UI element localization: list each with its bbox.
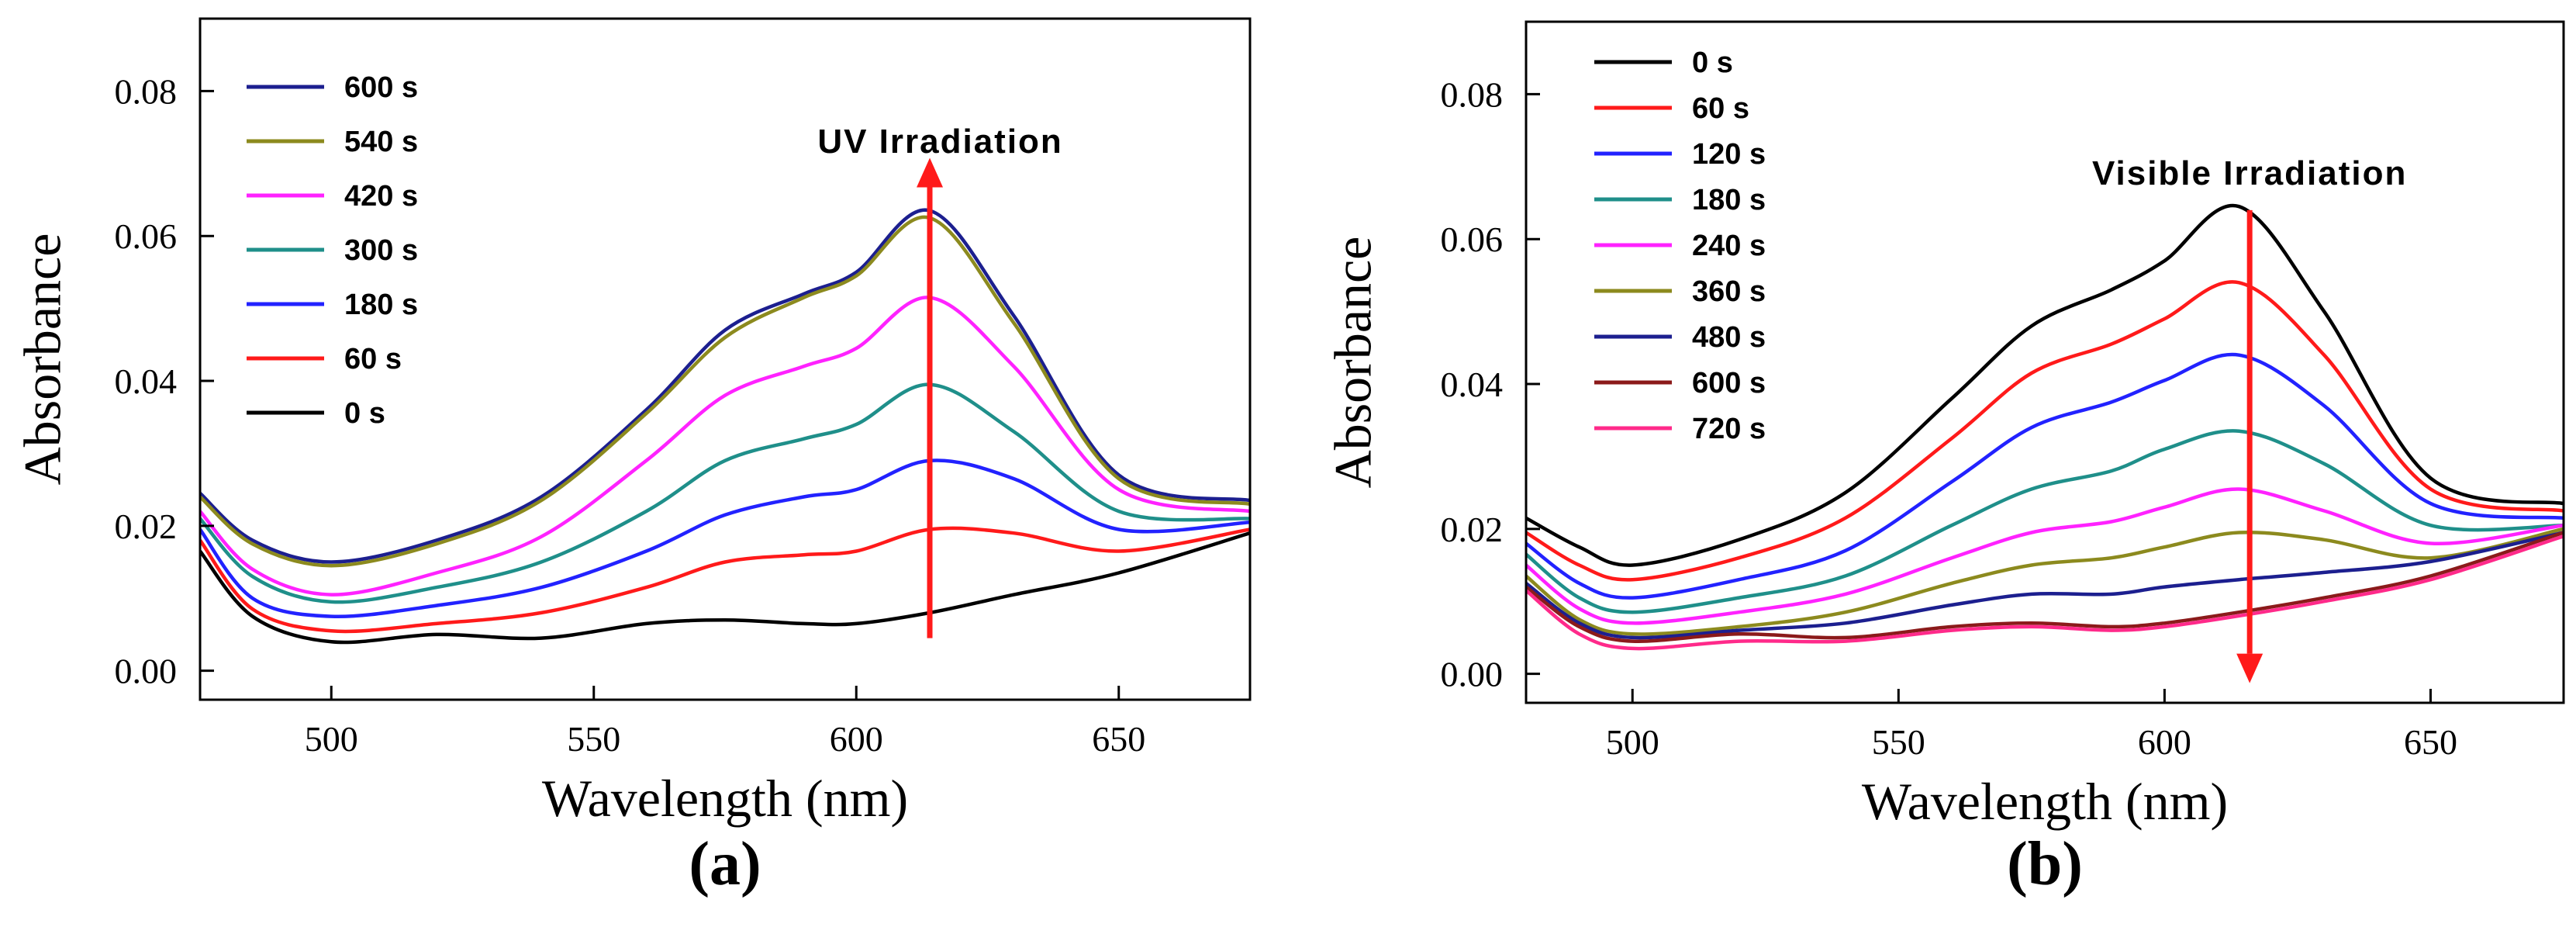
series-line-720s — [1526, 534, 2564, 651]
series-line-180s — [200, 458, 1250, 619]
y-tick-label: 0.02 — [1441, 510, 1504, 549]
y-tick-label: 0.00 — [1441, 655, 1504, 694]
legend-label: 180 s — [1692, 184, 1766, 216]
legend-label: 120 s — [1692, 138, 1766, 171]
panel-label: (a) — [689, 830, 761, 898]
x-tick-label: 650 — [1092, 719, 1145, 759]
y-tick-label: 0.08 — [1441, 74, 1504, 114]
series-line-0s — [1526, 203, 2564, 567]
y-tick-label: 0.06 — [1441, 220, 1504, 259]
legend-label: 0 s — [344, 397, 385, 430]
series-line-60s — [200, 526, 1250, 634]
series-group — [200, 208, 1250, 645]
annotation-text: Visible Irradiation — [2092, 154, 2407, 192]
x-tick-label: 550 — [567, 719, 620, 759]
series-line-420s — [200, 296, 1250, 597]
series-line-360s — [1526, 527, 2564, 636]
legend-label: 300 s — [344, 234, 418, 267]
y-tick-label: 0.08 — [115, 71, 178, 111]
legend-label: 240 s — [1692, 230, 1766, 262]
series-line-120s — [1526, 352, 2564, 600]
plot-frame — [199, 17, 1252, 701]
annotation-arrow-head — [917, 157, 944, 188]
x-tick-label: 550 — [1872, 722, 1925, 762]
annotation-arrow-head — [2236, 653, 2263, 683]
x-axis-title: Wavelength (nm) — [542, 769, 908, 828]
series-line-480s — [1526, 531, 2564, 640]
series-line-300s — [200, 382, 1250, 604]
legend-label: 600 s — [1692, 367, 1766, 400]
x-axis-title: Wavelength (nm) — [1862, 772, 2228, 831]
legend-label: 60 s — [344, 343, 402, 375]
y-tick-label: 0.00 — [115, 652, 178, 691]
annotation-text: UV Irradiation — [817, 123, 1063, 161]
legend-label: 0 s — [1692, 47, 1733, 79]
legend-label: 60 s — [1692, 92, 1749, 125]
series-line-600s — [200, 208, 1250, 564]
legend-label: 180 s — [344, 289, 418, 321]
legend-label: 480 s — [1692, 321, 1766, 354]
series-line-540s — [200, 215, 1250, 568]
series-line-0s — [200, 531, 1250, 645]
y-tick-label: 0.04 — [115, 361, 178, 401]
legend-label: 360 s — [1692, 275, 1766, 308]
series-line-240s — [1526, 487, 2564, 625]
y-tick-label: 0.06 — [115, 216, 178, 256]
legend-label: 600 s — [344, 71, 418, 104]
x-tick-label: 600 — [830, 719, 883, 759]
panel-a: 500 550 600 650 0.00 0.02 0.04 0.06 0.08 Waveleng… — [13, 17, 1252, 898]
legend-label: 720 s — [1692, 413, 1766, 445]
panel-b: 500 550 600 650 0.00 0.02 0.04 0.06 0.08 Waveleng… — [1324, 20, 2565, 898]
panel-label: (b) — [2007, 830, 2083, 898]
series-line-60s — [1526, 280, 2564, 582]
series-line-600s — [1526, 531, 2564, 644]
x-tick-label: 500 — [1606, 722, 1659, 762]
legend-label: 420 s — [344, 180, 418, 213]
y-tick-label: 0.02 — [115, 507, 178, 546]
x-tick-label: 650 — [2404, 722, 2457, 762]
legend-label: 540 s — [344, 126, 418, 158]
y-tick-label: 0.04 — [1441, 365, 1504, 404]
x-tick-label: 600 — [2138, 722, 2191, 762]
series-line-180s — [1526, 429, 2564, 614]
series-group — [1526, 203, 2564, 651]
plot-frame — [1525, 20, 2565, 704]
y-axis-title: Absorbance — [1324, 237, 1383, 489]
x-tick-label: 500 — [305, 719, 358, 759]
y-axis-title: Absorbance — [13, 233, 72, 486]
